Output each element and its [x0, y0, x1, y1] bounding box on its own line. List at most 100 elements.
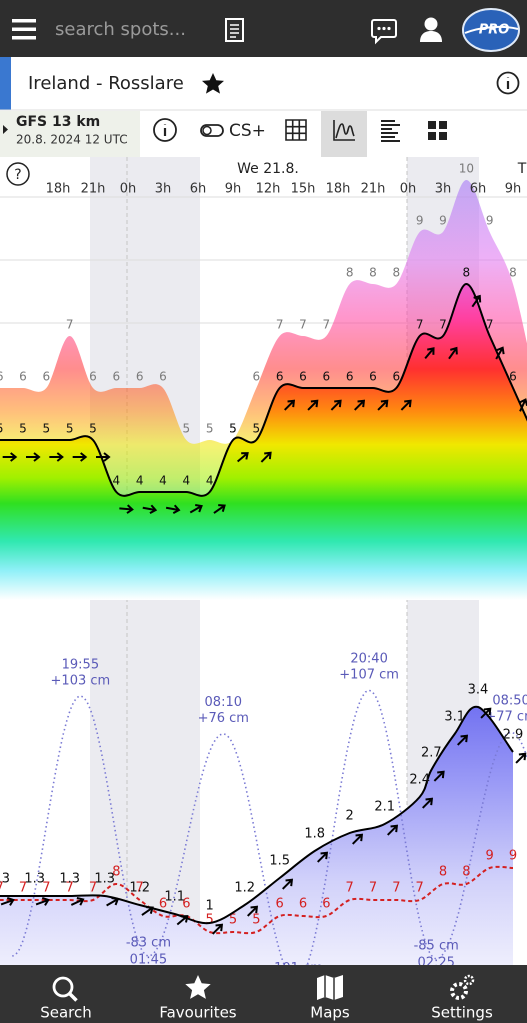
account-head: [424, 17, 438, 31]
nav-settings[interactable]: Settings: [431, 974, 493, 1022]
tiles-view-button[interactable]: [428, 121, 447, 140]
pro-logo[interactable]: PRO: [462, 8, 520, 52]
wave-arrow: [70, 896, 85, 906]
gust-label: 8: [509, 266, 517, 280]
tide-height: +77 cm: [485, 710, 527, 725]
gust-label: 10: [459, 162, 474, 176]
day-label: We 21.8.: [237, 161, 299, 177]
tide-height: -85 cm: [414, 939, 459, 954]
chat-dot: [387, 26, 391, 31]
gust-label: 6: [43, 370, 51, 384]
wave-arrow: [106, 897, 120, 907]
speed-label: 7: [486, 318, 494, 332]
hour-label: 21h: [361, 182, 386, 197]
period-label: 7: [0, 881, 4, 896]
gust-label: 9: [486, 214, 494, 228]
wave-arrow: [247, 905, 259, 917]
help-button[interactable]: ?: [6, 162, 30, 186]
period-label: 5: [206, 913, 214, 928]
period-label: 5: [252, 913, 260, 928]
speed-label: 6: [323, 370, 331, 384]
speed-label: 5: [66, 422, 74, 436]
gust-label: 7: [323, 318, 331, 332]
doc-lines: [230, 24, 239, 38]
spot-accent: [0, 57, 11, 110]
wave-label: 2.1: [374, 800, 395, 815]
wave-arrow: [387, 824, 399, 836]
wave-line: [0, 705, 514, 925]
gear-icon: [450, 982, 468, 1000]
wave-label: 1: [206, 899, 214, 914]
nav-maps[interactable]: Maps: [310, 975, 350, 1022]
spot-bar: [0, 57, 527, 110]
nav-favourites[interactable]: Favourites: [159, 975, 237, 1022]
wave-label: 1.3: [94, 872, 115, 887]
wave-label: 2.7: [421, 746, 442, 761]
search-input[interactable]: search spots...: [55, 19, 186, 40]
cs-label: CS+: [229, 121, 266, 141]
period-label: 9: [509, 849, 517, 864]
search-handle: [68, 992, 78, 1002]
hour-label: 18h: [46, 182, 71, 197]
period-label: 6: [182, 897, 190, 912]
hour-label: 3h: [435, 182, 452, 197]
favourite-star[interactable]: [202, 73, 224, 94]
wind-arrow: [330, 399, 342, 411]
speed-label: 7: [439, 318, 447, 332]
wind-arrow: [400, 399, 412, 411]
period-label: 9: [486, 849, 494, 864]
wave-label: 1.2: [234, 881, 255, 896]
bottom-nav: [0, 965, 527, 1023]
wave-label: 1.1: [164, 890, 185, 905]
tide-time: 01:45: [130, 953, 167, 968]
model-selector[interactable]: [0, 111, 140, 157]
cs-toggle[interactable]: CS+: [200, 121, 266, 141]
wave-label: 3.4: [468, 683, 489, 698]
chat-icon[interactable]: [371, 19, 397, 45]
map-folds: [324, 975, 335, 1000]
wave-label: 1.3: [0, 872, 10, 887]
period-label: 6: [299, 897, 307, 912]
menu-bar: [12, 27, 36, 31]
speed-label: 6: [369, 370, 377, 384]
hour-label: 3h: [155, 182, 172, 197]
graph-view-active[interactable]: [321, 111, 367, 157]
doc-icon[interactable]: [225, 18, 244, 42]
model-info-button[interactable]: [153, 118, 177, 142]
wave-area: [0, 706, 513, 965]
speed-label: 4: [206, 474, 214, 488]
nav-label: Maps: [310, 1004, 350, 1022]
hour-label: 6h: [470, 182, 487, 197]
account-icon[interactable]: [420, 17, 442, 43]
gust-label: 8: [393, 266, 401, 280]
table-view-button[interactable]: [285, 119, 307, 141]
list-icon: [381, 120, 400, 142]
wave-arrow: [212, 923, 224, 935]
grid-icon: [285, 119, 307, 141]
wind-arrow: [495, 346, 505, 360]
nav-label: Search: [40, 1004, 92, 1022]
tide-height: +107 cm: [339, 668, 399, 683]
period-label: 8: [439, 865, 447, 880]
spot-info-button[interactable]: [496, 71, 520, 95]
list-view-button[interactable]: [381, 120, 400, 142]
speed-label: 8: [463, 266, 471, 280]
logo-swoosh: [464, 25, 519, 34]
period-label: 8: [112, 865, 120, 880]
wave-arrow: [0, 896, 15, 906]
nav-search[interactable]: Search: [40, 976, 92, 1022]
speed-label: 6: [299, 370, 307, 384]
gust-label: 7: [66, 318, 74, 332]
model-name: GFS 13 km: [16, 114, 100, 130]
menu-button[interactable]: [12, 19, 36, 40]
wind-arrow: [72, 452, 88, 462]
toggle-knob: [202, 125, 212, 136]
gust-label: 5: [206, 422, 214, 436]
wave-arrow: [457, 734, 469, 746]
tiles-icon: [428, 121, 447, 140]
wave-label: 2.9: [503, 728, 524, 743]
chat-dot: [382, 26, 386, 31]
wave-arrow: [433, 770, 445, 782]
speed-label: 4: [183, 474, 191, 488]
